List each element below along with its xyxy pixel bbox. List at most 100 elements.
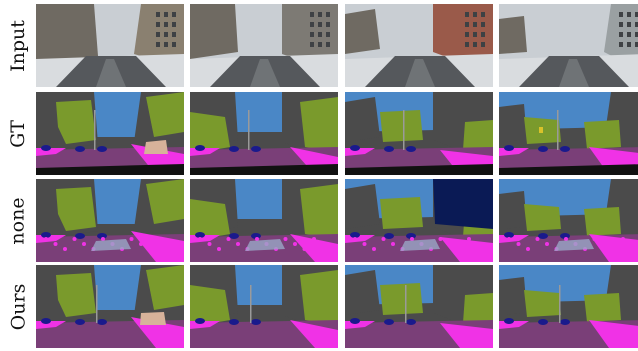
seg-noise-speckle xyxy=(167,242,172,246)
seg-car xyxy=(384,319,394,325)
seg-car xyxy=(229,233,239,239)
tile-graphic xyxy=(36,4,184,87)
seg-terrain-error xyxy=(91,239,131,251)
tile-graphic xyxy=(36,92,184,175)
seg-pole xyxy=(559,285,561,323)
seg-traffic-sign xyxy=(539,127,543,133)
seg-vegetation-right xyxy=(463,120,493,152)
seg-vegetation xyxy=(380,197,423,229)
tile-graphic xyxy=(345,265,493,348)
seg-noise-speckle xyxy=(198,237,202,241)
photo-window xyxy=(635,12,638,17)
seg-sky xyxy=(91,179,146,224)
seg-car xyxy=(538,146,548,152)
photo-window xyxy=(635,42,638,47)
seg-noise-speckle xyxy=(236,242,240,246)
seg-vegetation-right xyxy=(584,207,621,236)
seg-pole xyxy=(96,285,98,323)
photo-window xyxy=(310,22,314,27)
photo-window xyxy=(473,42,477,47)
seg-noise-speckle xyxy=(611,247,616,251)
seg-car xyxy=(406,146,416,152)
photo-window xyxy=(635,32,638,37)
seg-car xyxy=(406,319,416,325)
seg-vegetation-right xyxy=(146,179,184,224)
seg-car xyxy=(406,233,416,239)
seg-noise-speckle xyxy=(53,242,58,246)
seg-terrain-error xyxy=(245,239,285,251)
seg-vegetation xyxy=(190,199,230,241)
tile-graphic xyxy=(190,179,338,262)
photo-window xyxy=(156,12,160,17)
photo-window xyxy=(619,12,623,17)
photo-window xyxy=(318,12,322,17)
tile-graphic xyxy=(36,179,184,262)
seg-car xyxy=(41,145,51,151)
seg-vegetation-right xyxy=(146,265,184,310)
tile-graphic xyxy=(190,265,338,348)
photo-window xyxy=(164,32,168,37)
seg-wall xyxy=(144,140,168,154)
photo-window xyxy=(164,42,168,47)
seg-pole xyxy=(248,110,250,150)
seg-car xyxy=(195,318,205,324)
seg-noise-speckle xyxy=(312,237,316,241)
seg-wall xyxy=(140,312,166,325)
photo-window xyxy=(326,12,330,17)
seg-sky xyxy=(230,92,285,132)
seg-car xyxy=(251,233,261,239)
seg-vegetation xyxy=(56,187,96,231)
row-label-text: none xyxy=(7,196,30,245)
photo-window xyxy=(481,32,485,37)
seg-pole xyxy=(250,285,252,323)
row-label-text: Ours xyxy=(7,283,29,330)
seg-car xyxy=(350,145,360,151)
image-tile-noisy xyxy=(36,179,184,262)
photo-window xyxy=(318,42,322,47)
photo-window xyxy=(156,32,160,37)
seg-pole xyxy=(405,285,407,323)
photo-window xyxy=(481,12,485,17)
seg-building-left xyxy=(499,277,527,315)
seg-vegetation xyxy=(524,290,561,317)
photo-window xyxy=(164,12,168,17)
photo-window xyxy=(619,42,623,47)
seg-car xyxy=(195,232,205,238)
image-tile-noisy xyxy=(345,179,493,262)
seg-building-left xyxy=(499,104,527,142)
seg-noise-speckle xyxy=(362,242,367,246)
image-tile-noisy xyxy=(499,179,638,262)
seg-noise-speckle xyxy=(283,237,288,241)
seg-car xyxy=(504,318,514,324)
seg-ignore-region xyxy=(345,164,493,175)
seg-sidewalk-right xyxy=(290,320,338,348)
photo-window xyxy=(465,42,469,47)
seg-noise-speckle xyxy=(630,242,635,246)
photo-road-tracks xyxy=(405,59,435,87)
seg-noise-speckle xyxy=(438,237,443,241)
image-tile-noisy xyxy=(190,179,338,262)
seg-noise-speckle xyxy=(516,242,521,246)
row-label-none: none xyxy=(0,179,36,262)
seg-vegetation-right xyxy=(300,184,338,239)
seg-car xyxy=(384,233,394,239)
photo-building-left xyxy=(499,16,527,54)
photo-window xyxy=(465,12,469,17)
seg-noise-speckle xyxy=(302,247,307,251)
seg-car xyxy=(538,319,548,325)
seg-noise-speckle xyxy=(207,242,212,246)
seg-car xyxy=(97,146,107,152)
tile-graphic xyxy=(345,4,493,87)
seg-pole xyxy=(94,110,96,150)
seg-car xyxy=(504,232,514,238)
photo-window xyxy=(156,22,160,27)
image-tile-photo xyxy=(190,4,338,87)
seg-building-left xyxy=(345,97,380,142)
row-label-ours: Ours xyxy=(0,265,36,348)
seg-car xyxy=(75,319,85,325)
photo-window xyxy=(473,12,477,17)
seg-noise-speckle xyxy=(535,237,540,241)
image-tile-ours xyxy=(499,265,638,348)
seg-car xyxy=(251,146,261,152)
seg-noise-speckle xyxy=(72,237,77,241)
